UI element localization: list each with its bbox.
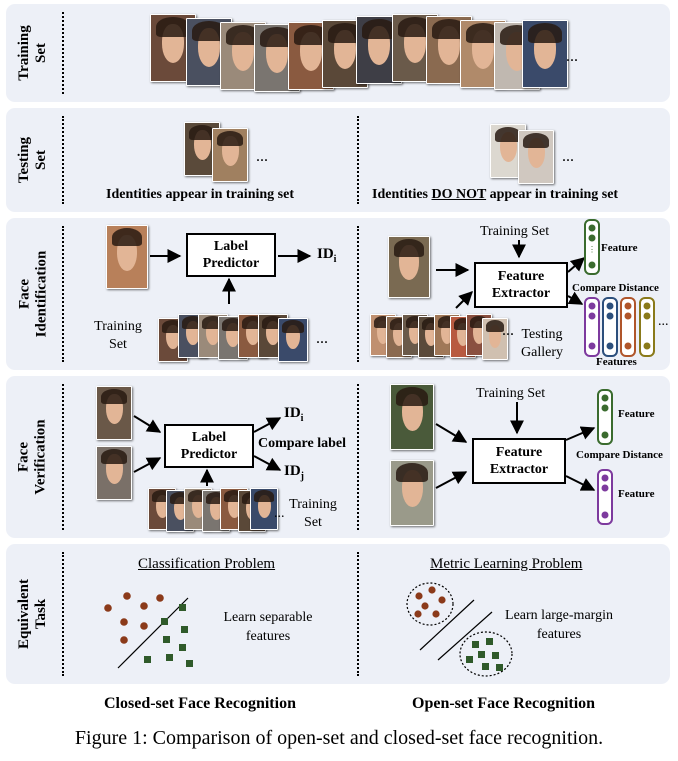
identification-output-id-text: ID <box>317 246 334 262</box>
figure-caption: Figure 1: Comparison of open-set and clo… <box>74 727 604 749</box>
verification-probe-face-2 <box>390 460 434 526</box>
closed-set-label: Closed-set Face Recognition <box>104 695 296 712</box>
middle-divider-verification <box>357 384 359 530</box>
verification-id-i-sub: i <box>300 413 304 424</box>
testing-face-image <box>518 130 554 184</box>
row-label-divider-training <box>62 12 64 94</box>
testing-right-ellipsis: ... <box>562 148 574 165</box>
identification-label-predictor-box: Label Predictor <box>186 233 276 277</box>
training-face-image <box>522 20 568 88</box>
training-face-image <box>278 318 308 362</box>
identification-feature-extractor-label: Feature Extractor <box>491 269 551 301</box>
testing-right-caption: Identities DO NOT appear in training set <box>372 187 618 203</box>
training-ellipsis: ... <box>566 48 578 65</box>
classification-problem-title: Classification Problem <box>138 556 276 572</box>
verification-left-ellipsis: ... <box>274 506 285 521</box>
open-set-label: Open-set Face Recognition <box>412 695 596 712</box>
verification-feature-extractor-label: Feature Extractor <box>489 445 549 477</box>
identification-feature-extractor-box: Feature Extractor <box>474 262 568 308</box>
identification-left-ellipsis: ... <box>316 330 328 347</box>
middle-divider-testing <box>357 116 359 204</box>
identification-features-label: Features <box>596 356 637 368</box>
row-label-face-verification: Face Verification <box>16 419 50 495</box>
verification-id-i-text: ID <box>284 405 301 421</box>
middle-divider-identification <box>357 226 359 362</box>
testing-right-caption-emph: DO NOT <box>431 187 487 202</box>
row-label-face-identification: Face Identification <box>16 250 50 338</box>
verification-compare-label: Compare label <box>258 436 347 451</box>
row-label-equivalent-task: Equivalent Task <box>16 578 49 650</box>
testing-left-ellipsis: ... <box>256 148 268 165</box>
verification-face-image-1 <box>96 386 132 440</box>
identification-right-training-set-label: Training Set <box>480 224 550 239</box>
equivalent-task-panel <box>6 544 670 684</box>
row-label-divider-identification <box>62 226 64 362</box>
verification-label-predictor-label: Label Predictor <box>180 430 238 462</box>
verification-face-image-2 <box>96 446 132 500</box>
identification-probe-face <box>388 236 430 298</box>
row-label-testing-set: Testing Set <box>16 136 49 184</box>
verification-id-j-sub: j <box>300 471 305 482</box>
metric-learning-problem-title: Metric Learning Problem <box>430 556 583 572</box>
identification-output-id: IDi <box>317 246 336 265</box>
testing-set-panel <box>6 108 670 212</box>
identification-label-predictor-label: Label Predictor <box>202 239 260 271</box>
row-label-divider-verification <box>62 384 64 530</box>
verification-feature-label-top: Feature <box>618 408 655 420</box>
metric-learning-problem-text: Learn large-margin features <box>505 608 613 642</box>
identification-testing-gallery-label: Testing Gallery <box>521 327 563 360</box>
row-label-divider-equivalent <box>62 552 64 676</box>
testing-face-image <box>212 128 248 182</box>
training-face-image <box>250 488 278 530</box>
testing-right-caption-pre: Identities <box>372 187 432 202</box>
identification-compare-distance-label: Compare Distance <box>572 282 659 294</box>
verification-probe-face-1 <box>390 384 434 450</box>
identification-feature-label: Feature <box>601 242 638 254</box>
classification-problem-text: Learn separable features <box>223 610 313 644</box>
gallery-face-image <box>482 318 508 360</box>
row-label-divider-testing <box>62 116 64 204</box>
middle-divider-equivalent <box>357 552 359 676</box>
identification-features-ellipsis: ... <box>658 314 669 329</box>
identification-training-set-label: Training Set <box>94 319 142 352</box>
verification-right-training-set-label: Training Set <box>476 386 546 401</box>
verification-id-j-text: ID <box>284 463 301 479</box>
verification-training-set-label: Training Set <box>289 497 337 530</box>
identification-query-face <box>106 225 148 289</box>
verification-label-predictor-box: Label Predictor <box>164 424 254 468</box>
identification-output-id-sub: i <box>333 254 337 265</box>
row-label-training-set: Training Set <box>16 25 50 81</box>
identification-gallery-ellipsis: ... <box>502 322 514 339</box>
verification-output-id-j: IDj <box>284 463 304 482</box>
testing-right-caption-post: appear in training set <box>486 187 619 202</box>
verification-feature-extractor-box: Feature Extractor <box>472 438 566 484</box>
verification-output-id-i: IDi <box>284 405 303 424</box>
verification-feature-label-bottom: Feature <box>618 488 655 500</box>
testing-left-caption: Identities appear in training set <box>106 187 294 202</box>
verification-compare-distance-label: Compare Distance <box>576 449 663 461</box>
